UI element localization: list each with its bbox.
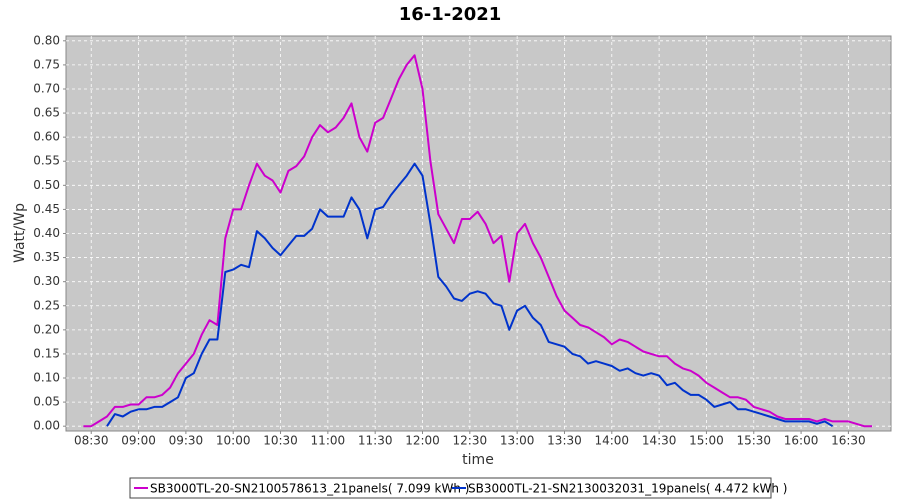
- y-tick-label: 0.80: [33, 33, 60, 47]
- chart-title: 16-1-2021: [399, 4, 502, 25]
- series-line: [83, 54, 873, 428]
- x-tick-label: 12:30: [453, 434, 488, 448]
- y-tick-label: 0.30: [33, 274, 60, 288]
- x-tick-label: 12:00: [405, 434, 440, 448]
- y-tick-label: 0.55: [33, 154, 60, 168]
- legend-label: SB3000TL-21-SN2130032031_19panels( 4.472…: [468, 482, 787, 496]
- x-tick-label: 15:30: [736, 434, 771, 448]
- y-axis-label: Watt/Wp: [12, 203, 28, 263]
- x-tick-label: 10:00: [216, 434, 251, 448]
- x-tick-label: 10:30: [263, 434, 298, 448]
- y-tick-label: 0.35: [33, 250, 60, 264]
- y-tick-label: 0.10: [33, 371, 60, 385]
- y-tick-label: 0.65: [33, 106, 60, 120]
- series-line: [106, 162, 834, 428]
- x-tick-label: 09:00: [121, 434, 156, 448]
- x-tick-label: 14:30: [642, 434, 677, 448]
- y-tick-label: 0.75: [33, 57, 60, 71]
- y-tick-label: 0.20: [33, 322, 60, 336]
- x-tick-label: 11:30: [358, 434, 393, 448]
- x-axis-label: time: [462, 452, 494, 468]
- plot-area: [65, 35, 892, 432]
- x-tick-label: 16:00: [784, 434, 819, 448]
- y-tick-label: 0.15: [33, 346, 60, 360]
- y-tick-label: 0.00: [33, 419, 60, 433]
- y-tick-label: 0.40: [33, 226, 60, 240]
- y-tick-label: 0.05: [33, 395, 60, 409]
- x-tick-label: 11:00: [311, 434, 346, 448]
- y-tick-label: 0.45: [33, 202, 60, 216]
- y-tick-label: 0.70: [33, 81, 60, 95]
- y-tick-label: 0.25: [33, 298, 60, 312]
- x-tick-label: 16:30: [831, 434, 866, 448]
- legend-label: SB3000TL-20-SN2100578613_21panels( 7.099…: [150, 482, 469, 496]
- x-tick-label: 08:30: [74, 434, 109, 448]
- legend: [129, 477, 772, 499]
- x-tick-label: 09:30: [169, 434, 204, 448]
- x-tick-label: 13:00: [500, 434, 535, 448]
- y-tick-label: 0.50: [33, 178, 60, 192]
- x-tick-label: 13:30: [547, 434, 582, 448]
- x-tick-label: 14:00: [594, 434, 629, 448]
- x-tick-label: 15:00: [689, 434, 724, 448]
- y-tick-label: 0.60: [33, 130, 60, 144]
